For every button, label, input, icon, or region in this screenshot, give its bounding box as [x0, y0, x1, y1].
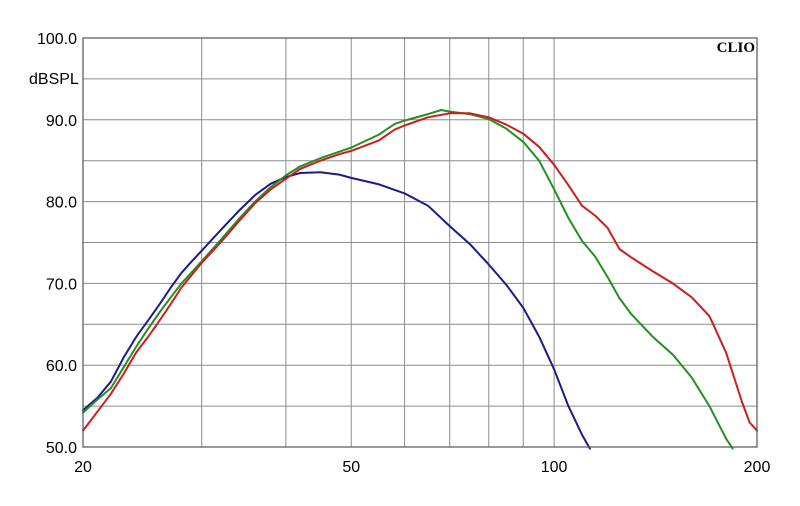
- y-tick-label: 100.0: [37, 31, 77, 48]
- x-tick-label: 100: [541, 459, 568, 476]
- y-tick-label: 80.0: [46, 195, 77, 212]
- y-tick-label: 50.0: [46, 440, 77, 457]
- x-tick-label: 200: [744, 459, 771, 476]
- y-tick-label: 60.0: [46, 358, 77, 375]
- series-line-1: [82, 171, 591, 450]
- y-tick-label: 70.0: [46, 276, 77, 293]
- x-tick-label: 20: [74, 459, 92, 476]
- series-group: [82, 109, 758, 450]
- x-tick-label: 50: [342, 459, 360, 476]
- plot-frame: [82, 37, 758, 448]
- series-line-3: [82, 112, 758, 432]
- y-tick-label: 90.0: [46, 113, 77, 130]
- x-tick-labels: 20 50 100 200: [74, 459, 770, 476]
- grid-lines: [82, 37, 758, 448]
- y-axis-unit-label: dBSPL: [29, 71, 79, 88]
- brand-label: CLIO: [717, 40, 755, 56]
- series-line-2: [82, 109, 734, 450]
- y-tick-labels: 100.0 90.0 80.0 70.0 60.0 50.0: [37, 31, 77, 457]
